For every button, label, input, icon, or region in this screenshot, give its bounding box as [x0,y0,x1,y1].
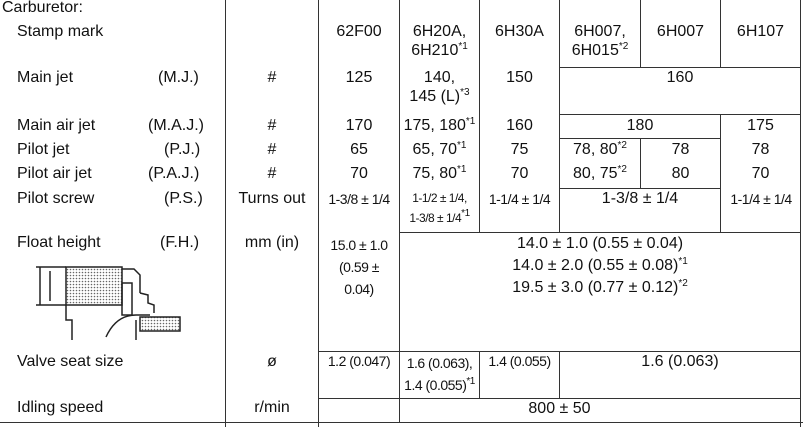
cell: 80 [671,165,690,182]
divider [318,398,801,399]
divider [640,0,641,67]
cell: 70 [751,165,770,182]
divider [720,0,721,67]
cell: 150 [506,69,533,86]
divider [399,0,400,422]
cell: 1-3/8 ± 1/4 [601,190,679,207]
cell: 65 [350,141,368,158]
divider [720,114,721,232]
cell: 1-1/2 ± 1/4, 1-3/8 ± 1/4*1 [409,191,470,225]
cell: 75, 80*1 [412,164,467,183]
cell: 1-1/4 ± 1/4 [488,191,551,207]
unit: # [267,69,277,86]
cell: 75 [510,141,529,158]
cell: 15.0 ± 1.0 (0.59 ±0.04) [330,237,388,297]
cell: 1.4 (0.055) [488,353,551,369]
cell: 6H007 [656,23,705,40]
cell: 6H107 [736,23,785,40]
row-label: Float height [17,234,101,251]
unit: ø [267,353,277,370]
row-label: Pilot air jet [17,165,92,182]
cell: 65, 70*1 [412,140,467,159]
row-abbr: (M.J.) [158,69,199,86]
unit: r/min [254,399,290,416]
cell: 180 [626,117,654,134]
cell: 125 [345,69,373,86]
row-label: Stamp mark [17,23,104,40]
section-title: Carburetor: [2,0,83,16]
unit: # [267,165,277,182]
divider [318,351,801,352]
float-height-illustration [36,266,181,340]
cell: 160 [666,69,694,86]
divider [0,422,803,423]
row-label: Idling speed [17,399,104,416]
cell: 6H30A [495,23,544,40]
cell: 170 [345,117,373,134]
divider [399,232,801,233]
cell: 80, 75*2 [573,164,627,183]
divider [559,138,720,139]
cell: 6H20A, 6H210*1 [411,23,468,59]
cell: 14.0 ± 1.0 (0.55 ± 0.04) 14.0 ± 2.0 (0.55… [512,235,688,296]
row-abbr: (P.J.) [164,141,201,158]
unit: mm (in) [244,234,300,251]
cell: 175 [747,117,774,134]
row-abbr: (P.A.J.) [148,165,200,182]
cell: 1.2 (0.047) [327,353,391,369]
divider [559,67,801,68]
row-abbr: (F.H.) [160,234,200,251]
cell: 6H007, 6H015*2 [571,23,629,59]
row-abbr: (M.A.J.) [148,117,204,134]
row-abbr: (P.S.) [164,190,203,207]
cell: 1-1/4 ± 1/4 [730,191,792,207]
cell: 1-3/8 ± 1/4 [328,191,390,207]
cell: 78 [751,141,770,158]
unit: Turns out [238,190,306,207]
unit: # [267,141,277,158]
row-label: Main air jet [17,117,96,134]
cell: 800 ± 50 [528,400,591,417]
divider [559,351,560,398]
row-label: Valve seat size [17,353,124,370]
cell: 175, 180*1 [403,116,476,135]
cell: 160 [506,117,533,134]
cell: 140, 145 (L)*3 [409,69,470,105]
cell: 1.6 (0.063), 1.4 (0.055)*1 [404,355,475,393]
divider [479,0,480,232]
row-label: Pilot screw [17,190,95,207]
row-label: Pilot jet [17,141,70,158]
cell: 70 [510,165,529,182]
divider [559,114,801,115]
divider [559,0,560,232]
cell: 62F00 [336,23,382,40]
divider [640,138,641,188]
divider [800,0,801,427]
cell: 1.6 (0.063) [641,353,719,370]
unit: # [267,117,277,134]
cell: 70 [350,165,368,182]
cell: 78 [671,141,690,158]
cell: 78, 80*2 [573,140,627,159]
divider [559,188,720,189]
row-label: Main jet [17,69,74,86]
divider [479,351,480,398]
divider [318,0,319,427]
divider [225,0,226,427]
